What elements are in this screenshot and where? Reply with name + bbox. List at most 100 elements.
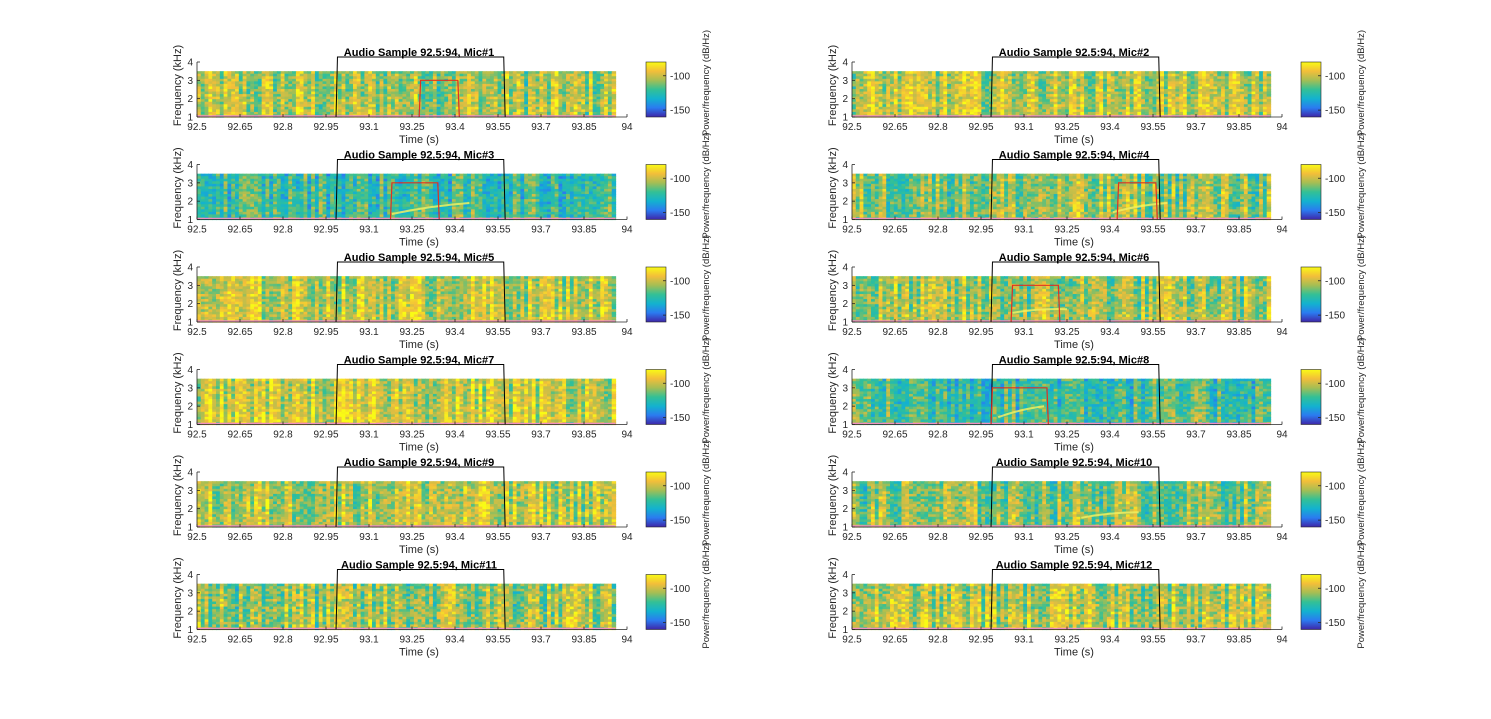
x-tick-label: 92.8 — [273, 532, 293, 543]
x-tick-label: 92.5 — [842, 327, 862, 338]
x-tick-label: 92.95 — [313, 635, 338, 646]
y-tick-label: 3 — [187, 383, 193, 394]
y-tick-label: 4 — [187, 160, 193, 171]
x-axis-label: Time (s) — [1054, 442, 1094, 454]
x-tick-label: 92.8 — [928, 430, 948, 441]
panel-title: Audio Sample 92.5:94, Mic#5 — [344, 252, 494, 264]
x-tick-label: 93.4 — [1100, 635, 1120, 646]
spectrogram-image — [852, 379, 1271, 425]
x-tick-label: 92.65 — [882, 327, 907, 338]
x-axis-label: Time (s) — [399, 647, 439, 659]
x-axis-label: Time (s) — [1054, 544, 1094, 556]
colorbar-tick-label: -100 — [670, 276, 690, 287]
y-tick-label: 2 — [187, 402, 193, 413]
x-tick-label: 93.25 — [1054, 327, 1079, 338]
y-tick-label: 2 — [187, 94, 193, 105]
y-tick-label: 2 — [187, 299, 193, 310]
x-tick-label: 93.25 — [399, 327, 424, 338]
x-tick-label: 93.1 — [1014, 225, 1034, 236]
x-tick-label: 92.8 — [273, 635, 293, 646]
x-tick-label: 92.8 — [928, 122, 948, 133]
colorbar — [1301, 62, 1321, 117]
x-axis-label: Time (s) — [399, 237, 439, 249]
colorbar-tick-label: -100 — [1325, 379, 1345, 390]
y-tick-label: 1 — [842, 215, 848, 226]
colorbar — [1301, 267, 1321, 322]
colorbar — [1301, 165, 1321, 220]
y-tick-label: 1 — [842, 625, 848, 636]
x-tick-label: 93.1 — [1014, 327, 1034, 338]
x-tick-label: 93.85 — [1226, 122, 1251, 133]
colorbar-tick-label: -100 — [1325, 276, 1345, 287]
spectrogram-panel-2: 92.5 92.65 92.8 92.95 93.1 93.25 93.4 93.55 93.7… — [827, 30, 1367, 146]
spectrogram-image — [197, 174, 616, 220]
x-tick-label: 93.55 — [485, 327, 510, 338]
spectrogram-image — [197, 71, 616, 117]
x-tick-label: 92.65 — [227, 532, 252, 543]
x-tick-label: 92.95 — [968, 122, 993, 133]
colorbar-label: Power/frequency (dB/Hz) — [701, 30, 712, 136]
colorbar-tick-label: -100 — [670, 584, 690, 595]
x-tick-label: 94 — [1276, 635, 1288, 646]
panel-title: Audio Sample 92.5:94, Mic#8 — [999, 355, 1149, 367]
x-tick-label: 93.1 — [1014, 532, 1034, 543]
x-tick-label: 92.95 — [968, 430, 993, 441]
y-tick-label: 4 — [187, 365, 193, 376]
x-tick-label: 94 — [1276, 327, 1288, 338]
y-tick-label: 1 — [842, 318, 848, 329]
panel-title: Audio Sample 92.5:94, Mic#1 — [344, 47, 494, 59]
colorbar-tick-label: -100 — [670, 71, 690, 82]
x-tick-label: 92.8 — [273, 327, 293, 338]
x-tick-label: 93.7 — [531, 225, 551, 236]
x-tick-label: 92.5 — [187, 532, 207, 543]
x-tick-label: 93.4 — [1100, 122, 1120, 133]
x-tick-label: 93.25 — [1054, 532, 1079, 543]
x-tick-label: 93.85 — [571, 122, 596, 133]
x-tick-label: 93.25 — [399, 430, 424, 441]
colorbar — [1301, 472, 1321, 527]
x-tick-label: 93.7 — [1186, 635, 1206, 646]
spectrogram-image — [197, 379, 616, 425]
x-tick-label: 93.4 — [445, 430, 465, 441]
x-tick-label: 92.5 — [187, 635, 207, 646]
spectrogram-image — [852, 584, 1271, 630]
x-tick-label: 92.65 — [882, 122, 907, 133]
x-tick-label: 93.4 — [445, 122, 465, 133]
x-tick-label: 93.25 — [399, 532, 424, 543]
x-tick-label: 93.25 — [1054, 635, 1079, 646]
x-tick-label: 94 — [1276, 225, 1288, 236]
colorbar-tick-label: -150 — [1325, 413, 1345, 424]
y-axis-label: Frequency (kHz) — [827, 455, 839, 536]
x-tick-label: 92.8 — [273, 430, 293, 441]
spectrogram-panel-5: 92.5 92.65 92.8 92.95 93.1 93.25 93.4 93.55 93.7… — [172, 235, 712, 351]
x-tick-label: 93.4 — [445, 327, 465, 338]
spectrogram-image — [852, 71, 1271, 117]
colorbar-label: Power/frequency (dB/Hz) — [1356, 543, 1367, 649]
y-axis-label: Frequency (kHz) — [172, 352, 184, 433]
x-tick-label: 93.55 — [1140, 430, 1165, 441]
y-tick-label: 3 — [187, 178, 193, 189]
x-tick-label: 93.7 — [1186, 430, 1206, 441]
x-tick-label: 93.55 — [485, 532, 510, 543]
y-tick-label: 2 — [842, 197, 848, 208]
x-tick-label: 92.8 — [273, 122, 293, 133]
y-tick-label: 3 — [187, 486, 193, 497]
y-tick-label: 1 — [187, 318, 193, 329]
y-tick-label: 1 — [187, 215, 193, 226]
y-tick-label: 2 — [842, 299, 848, 310]
y-axis-label: Frequency (kHz) — [172, 250, 184, 331]
colorbar — [646, 62, 666, 117]
y-axis-label: Frequency (kHz) — [172, 45, 184, 126]
x-tick-label: 92.65 — [227, 225, 252, 236]
x-tick-label: 94 — [621, 122, 633, 133]
x-tick-label: 93.25 — [1054, 122, 1079, 133]
x-tick-label: 93.4 — [445, 225, 465, 236]
x-tick-label: 92.95 — [968, 327, 993, 338]
x-tick-label: 93.55 — [1140, 532, 1165, 543]
panel-title: Audio Sample 92.5:94, Mic#7 — [344, 355, 494, 367]
spectrogram-image — [197, 276, 616, 322]
y-tick-label: 3 — [842, 281, 848, 292]
colorbar-tick-label: -150 — [1325, 311, 1345, 322]
x-tick-label: 93.7 — [1186, 532, 1206, 543]
